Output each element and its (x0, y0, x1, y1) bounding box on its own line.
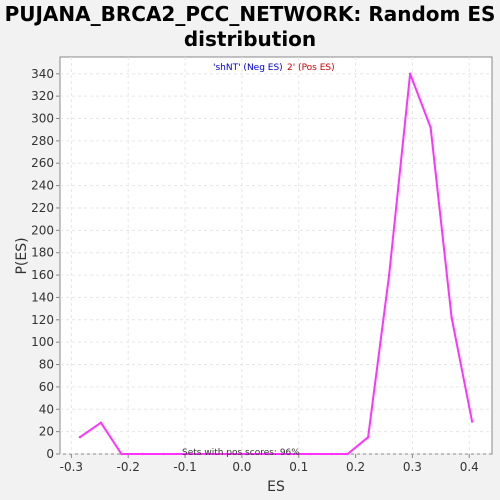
y-axis: 0 20 40 60 80 100 120 140 160 180 200 220 240 260 280 3… (31, 67, 60, 461)
series-line (79, 72, 474, 455)
data-point (309, 452, 312, 456)
data-point (408, 72, 412, 76)
plot-area (59, 56, 493, 455)
x-tick-label: 0.4 (460, 460, 479, 474)
y-tick-label: 80 (39, 358, 54, 372)
data-point (162, 452, 165, 456)
y-tick-label: 220 (31, 201, 54, 215)
y-tick-label: 160 (31, 268, 54, 282)
data-point (246, 452, 249, 456)
legend-pos-label: 2' (Pos ES) (287, 63, 335, 73)
legend-neg-label: 'shNT' (Neg ES) (213, 63, 283, 73)
data-point (346, 452, 349, 456)
series-points (78, 72, 474, 456)
data-point (366, 436, 370, 439)
x-tick-label: 0.0 (232, 460, 251, 474)
annotation-text: Sets with pos scores: 96% (182, 448, 300, 458)
y-axis-label: P(ES) (14, 237, 30, 274)
y-tick-label: 120 (31, 313, 54, 327)
y-tick-label: 0 (46, 447, 54, 461)
y-tick-label: 60 (39, 380, 54, 394)
x-axis: -0.3 -0.2 -0.1 0.0 0.1 0.2 0.3 0.4 (60, 454, 479, 474)
data-point (429, 126, 432, 129)
data-point (450, 316, 453, 319)
data-point (288, 452, 291, 456)
data-point (387, 273, 391, 277)
data-point (183, 452, 186, 456)
chart-title: PUJANA_BRCA2_PCC_NETWORK: Random ES dist… (4, 2, 496, 51)
x-tick-label: 0.2 (346, 460, 365, 474)
y-tick-label: 200 (31, 223, 54, 237)
data-point (120, 452, 123, 456)
y-tick-label: 180 (31, 246, 54, 260)
x-tick-label: 0.1 (289, 460, 308, 474)
data-point (78, 436, 82, 439)
y-tick-label: 240 (31, 179, 54, 193)
data-point (267, 452, 270, 456)
y-tick-label: 340 (31, 67, 54, 81)
data-point (470, 420, 474, 423)
data-point (330, 452, 333, 456)
x-axis-label: ES (267, 479, 285, 495)
data-point (99, 421, 103, 424)
x-tick-label: -0.3 (60, 460, 83, 474)
y-tick-label: 320 (31, 89, 54, 103)
x-tick-label: 0.3 (403, 460, 422, 474)
x-tick-label: -0.2 (116, 460, 139, 474)
data-point (225, 452, 228, 456)
data-point (204, 452, 207, 456)
y-tick-label: 300 (31, 112, 54, 126)
y-tick-label: 20 (39, 425, 54, 439)
data-point (141, 452, 144, 456)
x-tick-label: -0.1 (173, 460, 196, 474)
y-tick-label: 40 (39, 402, 54, 416)
y-tick-label: 260 (31, 156, 54, 170)
y-tick-label: 100 (31, 335, 54, 349)
y-tick-label: 280 (31, 134, 54, 148)
grid (60, 57, 492, 455)
y-tick-label: 140 (31, 290, 54, 304)
